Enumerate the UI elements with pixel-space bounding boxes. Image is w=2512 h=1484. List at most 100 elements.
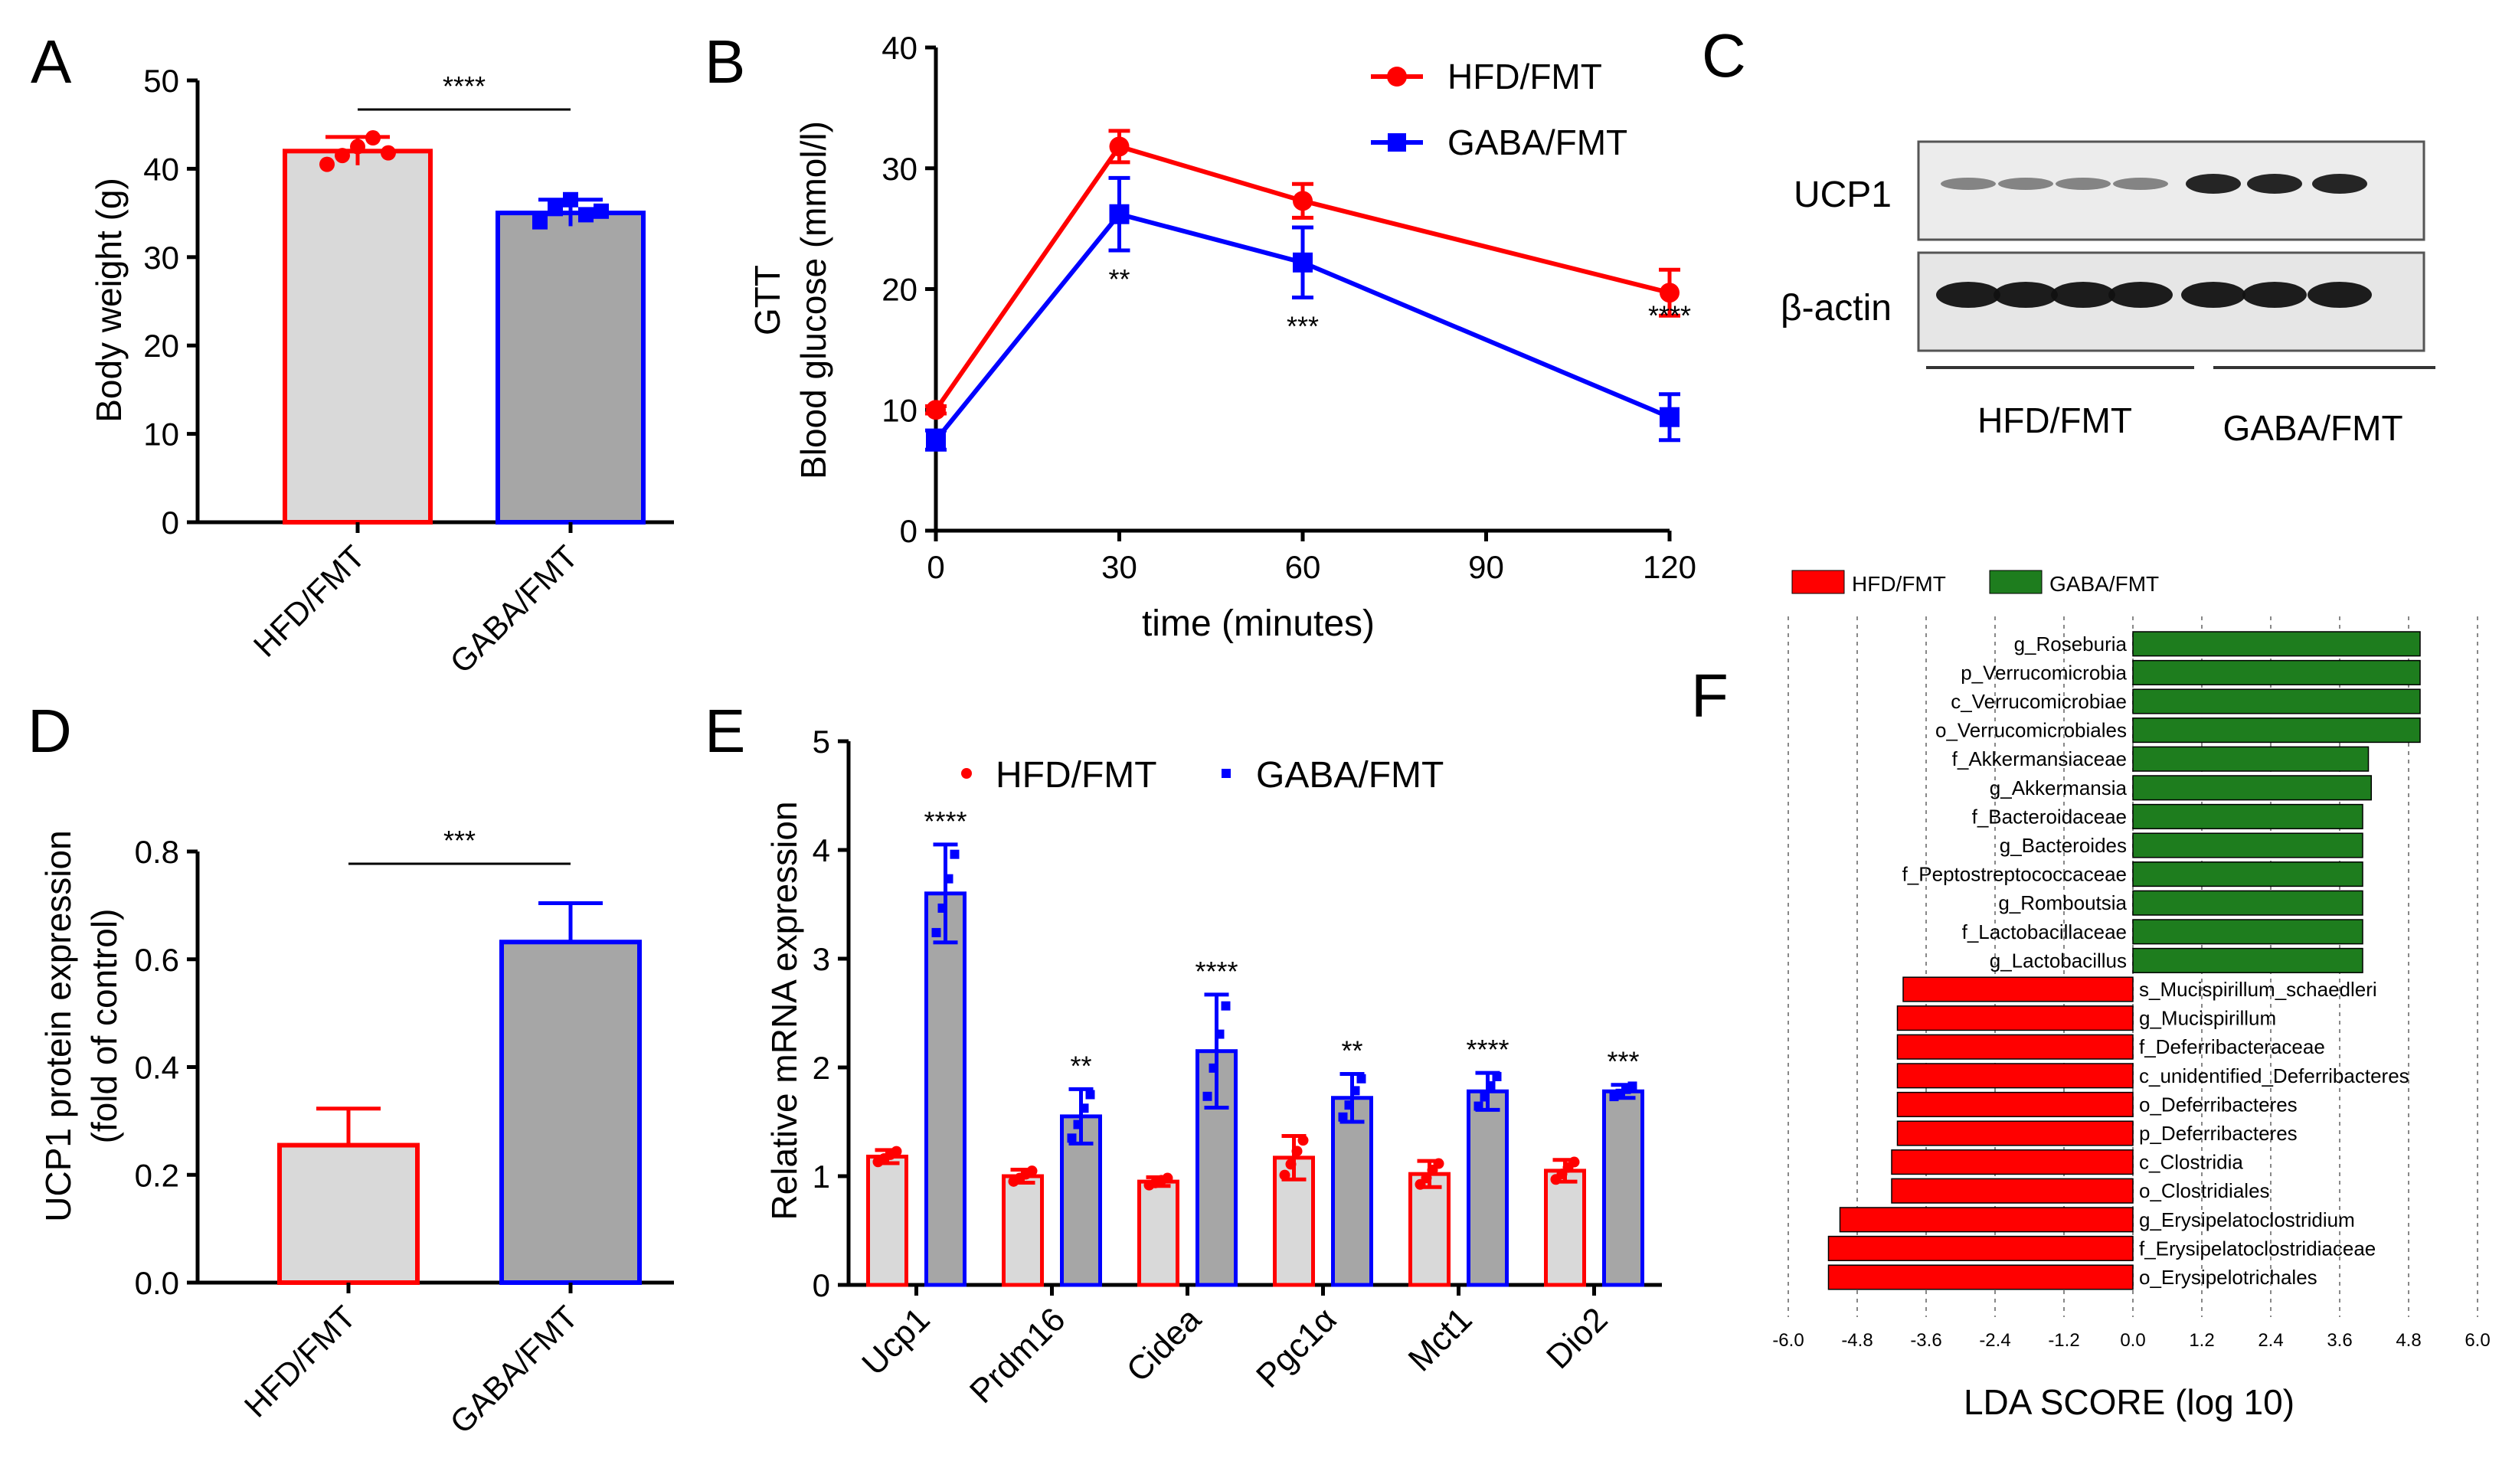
panel-b-xtick-label: 120: [1643, 549, 1696, 585]
panel-f-bar-label: f_Deferribacteraceae: [2139, 1035, 2325, 1058]
blot-band-beta-actin: [2308, 282, 2372, 308]
panel-b-point: [1660, 407, 1680, 427]
panel-label-c: C: [1702, 21, 1746, 90]
panel-f-bar: [1896, 1005, 2134, 1031]
panel-a-point: [319, 156, 335, 172]
blot-group-label-hfd: HFD/FMT: [1977, 400, 2132, 440]
panel-e-point: [1279, 1169, 1290, 1181]
panel-e-point: [1085, 1090, 1095, 1100]
panel-e-point: [1627, 1081, 1637, 1091]
panel-a-ylabel: Body weight (g): [89, 178, 129, 423]
blot-band-ucp1: [2186, 174, 2241, 194]
panel-c-western-blot: UCP1 β-actin HFD/FMT GABA/FMT: [1781, 140, 2435, 448]
panel-f-bar: [1896, 1034, 2134, 1060]
panel-label-a: A: [31, 28, 72, 96]
panel-a-bar-chart: Body weight (g) 0 10 20 30 40 50 HFD/FMT GABA/F…: [89, 63, 674, 680]
panel-d-bar: [277, 1142, 420, 1285]
panel-a-point: [365, 130, 381, 146]
panel-e-ytick-label: 2: [813, 1050, 830, 1086]
panel-b-point: [926, 430, 946, 450]
panel-b-ytick-label: 10: [881, 392, 917, 428]
panel-f-bar-label: g_Romboutsia: [1998, 891, 2127, 914]
panel-e-point: [944, 874, 953, 884]
panel-e-point: [1433, 1158, 1444, 1169]
panel-d-ytick-label: 0.0: [135, 1265, 179, 1301]
panel-b-ytick-label: 0: [900, 513, 917, 549]
panel-f-bar-label: c_Clostridia: [2139, 1151, 2243, 1174]
panel-a-ytick-label: 10: [143, 417, 179, 453]
panel-a-point: [578, 207, 594, 223]
panel-a-ytick-label: 40: [143, 151, 179, 187]
panel-b-point: [1660, 283, 1680, 303]
panel-e-point: [891, 1146, 902, 1157]
panel-f-bar-label: p_Deferribacteres: [2139, 1122, 2298, 1145]
panel-a-point: [563, 191, 578, 208]
panel-e-point: [1162, 1172, 1173, 1184]
panel-e-sig-label: **: [1070, 1050, 1091, 1081]
panel-e-point: [1350, 1086, 1360, 1096]
panel-f-bar: [2132, 631, 2421, 657]
panel-e-xtick-label: Dio2: [1539, 1300, 1615, 1376]
panel-f-xtick-label: -6.0: [1772, 1330, 1804, 1351]
panel-d-xtick-label: GABA/FMT: [443, 1299, 584, 1440]
panel-e-bar: [1137, 1179, 1179, 1287]
panel-e-sig-label: ***: [1607, 1046, 1639, 1077]
panel-f-bar: [2132, 688, 2421, 714]
panel-e-point: [1221, 1001, 1231, 1011]
panel-f-bar: [2132, 919, 2363, 945]
blot-band-ucp1: [2113, 178, 2168, 190]
panel-f-xtick-label: -2.4: [1979, 1330, 2010, 1351]
panel-e-bar: [1544, 1169, 1586, 1287]
panel-e-bar: [866, 1154, 908, 1287]
panel-label-b: B: [705, 28, 745, 96]
panel-f-bar-label: g_Bacteroides: [2000, 834, 2127, 857]
panel-b-ytick-label: 40: [881, 30, 917, 66]
panel-e-point: [1202, 1091, 1212, 1101]
panel-e-legend: HFD/FMT GABA/FMT: [961, 755, 1444, 796]
panel-f-bar: [1891, 1149, 2134, 1175]
panel-f-bar-label: o_Deferribacteres: [2139, 1093, 2298, 1116]
blot-row-label-beta-actin: β-actin: [1781, 288, 1892, 329]
blot-band-beta-actin: [1936, 282, 2000, 308]
panel-f-xtick-label: 4.8: [2396, 1330, 2421, 1351]
panel-e-bar: [1002, 1174, 1044, 1287]
panel-f-xtick-label: -1.2: [2048, 1330, 2079, 1351]
panel-e-point: [1291, 1146, 1303, 1157]
panel-f-bar: [1896, 1063, 2134, 1089]
panel-f-bar-label: g_Erysipelatoclostridium: [2139, 1208, 2355, 1231]
panel-a-point: [532, 214, 548, 230]
panel-f-xtick-label: -3.6: [1910, 1330, 1941, 1351]
panel-e-xtick-label: Pgc1α: [1249, 1300, 1344, 1395]
panel-b-xtick-label: 30: [1101, 549, 1137, 585]
panel-f-bar: [2132, 717, 2421, 744]
panel-e-point: [931, 927, 941, 937]
panel-e-xtick-label: Prdm16: [963, 1300, 1073, 1410]
panel-f-xlabel: LDA SCORE (log 10): [1964, 1382, 2294, 1422]
panel-b-point: [926, 400, 946, 420]
panel-b-ylabel: Blood glucose (mmol/l): [793, 121, 833, 479]
panel-label-d: D: [28, 697, 72, 765]
panel-b-xtick-label: 60: [1285, 549, 1321, 585]
panel-label-e: E: [705, 697, 745, 765]
panel-b-legend: HFD/FMT GABA/FMT: [1371, 57, 1627, 162]
panel-a-xtick-label: GABA/FMT: [443, 538, 584, 680]
panel-a-xtick-label: HFD/FMT: [247, 538, 372, 664]
panel-f-bar-label: p_Verrucomicrobia: [1961, 661, 2127, 684]
panel-f-xtick-label: 3.6: [2327, 1330, 2352, 1351]
blot-band-beta-actin: [1994, 282, 2058, 308]
panel-d-bar-chart: UCP1 protein expression (fold of control…: [38, 825, 674, 1440]
panel-a-ytick-label: 20: [143, 328, 179, 364]
panel-f-lefse-chart: HFD/FMT GABA/FMT LDA SCORE (log 10) -6.0…: [1772, 570, 2491, 1422]
blot-band-beta-actin: [2242, 282, 2307, 308]
panel-f-bar: [2132, 803, 2363, 829]
panel-f-bar-label: g_Roseburia: [2014, 632, 2128, 655]
panel-d-bar: [499, 940, 642, 1285]
panel-e-point: [1474, 1101, 1483, 1111]
panel-e-point: [937, 903, 947, 913]
panel-f-legend: HFD/FMT GABA/FMT: [1791, 570, 2159, 596]
panel-f-bar: [1827, 1235, 2134, 1261]
panel-b-ytick-label: 20: [881, 272, 917, 308]
panel-e-xtick-label: Ucp1: [855, 1300, 937, 1382]
panel-f-xtick-label: 6.0: [2465, 1330, 2490, 1351]
